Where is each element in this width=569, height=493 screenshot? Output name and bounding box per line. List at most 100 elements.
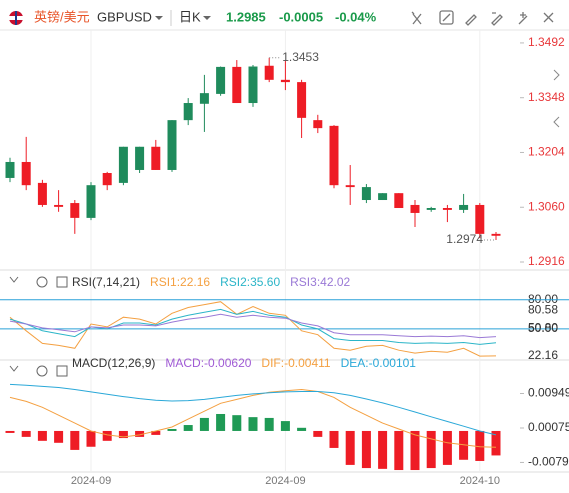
macd-bar <box>491 430 501 456</box>
macd-bar <box>86 430 96 447</box>
x-tick-label: 2024-09 <box>265 475 305 487</box>
panel-settings[interactable] <box>36 365 48 377</box>
candle-body <box>118 146 128 183</box>
legend-entry: DIF:-0.00411 <box>261 356 330 370</box>
candle-body <box>135 146 145 170</box>
macd-bar <box>394 430 404 471</box>
macd-bar <box>135 430 145 437</box>
macd-bar <box>345 430 355 465</box>
candle-body <box>410 204 420 213</box>
tool-icon[interactable] <box>439 10 454 25</box>
macd-bar <box>216 413 226 431</box>
candle-body <box>394 193 404 209</box>
candle-body <box>361 187 371 201</box>
panel-add[interactable] <box>56 365 68 377</box>
candle-body <box>5 161 15 178</box>
macd-bar <box>410 430 420 471</box>
dropdown-caret[interactable] <box>203 16 211 20</box>
toolbar <box>411 10 554 26</box>
candle-body <box>216 66 226 94</box>
y-tick-label: 80.00 <box>528 292 558 306</box>
macd-bar <box>459 430 469 460</box>
candle-body <box>297 82 307 118</box>
period[interactable]: 日K <box>179 9 201 24</box>
change-pct: -0.04% <box>335 9 377 24</box>
candle-body <box>151 146 161 170</box>
macd-bar <box>313 430 323 437</box>
y-tick-label: 1.3204 <box>528 145 565 159</box>
tool-icon[interactable] <box>543 12 554 23</box>
macd-bar <box>280 421 290 431</box>
legend-entry: RSI2:35.60 <box>220 275 280 289</box>
candle-body <box>54 204 64 207</box>
low-label: 1.2974 <box>446 232 483 246</box>
legend-entry: DEA:-0.00101 <box>341 356 417 370</box>
candle-body <box>264 65 274 80</box>
candle-body <box>21 161 31 186</box>
x-tick-label: 2024-10 <box>460 475 500 487</box>
legend-entry: RSI1:22.16 <box>150 275 210 289</box>
macd-bar <box>232 415 242 431</box>
candle-body <box>491 233 501 236</box>
panel-add[interactable] <box>56 276 68 288</box>
macd-bar <box>442 430 452 465</box>
macd-bar <box>183 425 193 431</box>
panel-title: RSI(7,14,21) <box>72 275 140 289</box>
macd-bar <box>151 430 161 435</box>
y-tick-label: 0.00075 <box>528 420 569 434</box>
macd-bar <box>378 430 388 469</box>
y-tick-label: 0.00949 <box>528 386 569 400</box>
y-tick-label: 50.00 <box>528 321 558 335</box>
macd-bar <box>248 417 258 431</box>
tool-icon[interactable] <box>411 11 422 25</box>
macd-bar <box>426 430 436 469</box>
x-tick-label: 2024-09 <box>71 475 111 487</box>
candle-body <box>459 204 469 210</box>
macd-bar <box>118 430 128 439</box>
candle-body <box>70 203 80 218</box>
symbol[interactable]: GBPUSD <box>97 9 152 24</box>
macd-line <box>9 383 497 436</box>
tool-icon[interactable] <box>442 13 451 22</box>
macd-bar <box>264 417 274 431</box>
candle-body <box>167 120 177 170</box>
y-tick-label: 1.3060 <box>528 199 565 213</box>
legend-entry: MACD:-0.00620 <box>165 356 251 370</box>
tool-icon[interactable] <box>518 12 528 25</box>
candle-body <box>442 208 452 210</box>
macd-bar <box>54 430 64 443</box>
panel-settings[interactable] <box>36 276 48 288</box>
candle-body <box>280 79 290 83</box>
panel-toggle[interactable] <box>9 365 19 372</box>
macd-bar <box>21 430 31 437</box>
dropdown-caret[interactable] <box>155 16 163 20</box>
y-tick-label: 1.3492 <box>528 35 565 49</box>
legend-entry: RSI3:42.02 <box>290 275 350 289</box>
macd-bar <box>167 428 177 431</box>
y-tick-label: 1.3348 <box>528 90 565 104</box>
candle-body <box>248 66 258 104</box>
candle-body <box>329 125 339 186</box>
macd-line <box>9 388 497 448</box>
tool-icon[interactable] <box>491 12 503 26</box>
panel-toggle[interactable] <box>9 276 19 283</box>
expand-arrow[interactable] <box>553 69 560 81</box>
candle-body <box>378 193 388 201</box>
candle-body <box>345 185 355 188</box>
high-label: 1.3453 <box>282 50 319 64</box>
y-tick-label: -0.00798 <box>528 455 569 469</box>
pair-name[interactable]: 英镑/美元 <box>34 9 90 24</box>
candle-body <box>183 103 193 121</box>
macd-bar <box>475 430 485 461</box>
flag-stripe <box>15 11 17 25</box>
value-marker-label: 22.16 <box>528 348 558 362</box>
candle-body <box>102 173 112 186</box>
value-marker-label: 50.80 <box>528 320 558 334</box>
candle-body <box>37 182 47 205</box>
candle-body <box>199 93 209 104</box>
value-marker-label: 80.58 <box>528 302 558 316</box>
tool-icon[interactable] <box>465 14 477 26</box>
collapse-arrow[interactable] <box>553 116 560 128</box>
